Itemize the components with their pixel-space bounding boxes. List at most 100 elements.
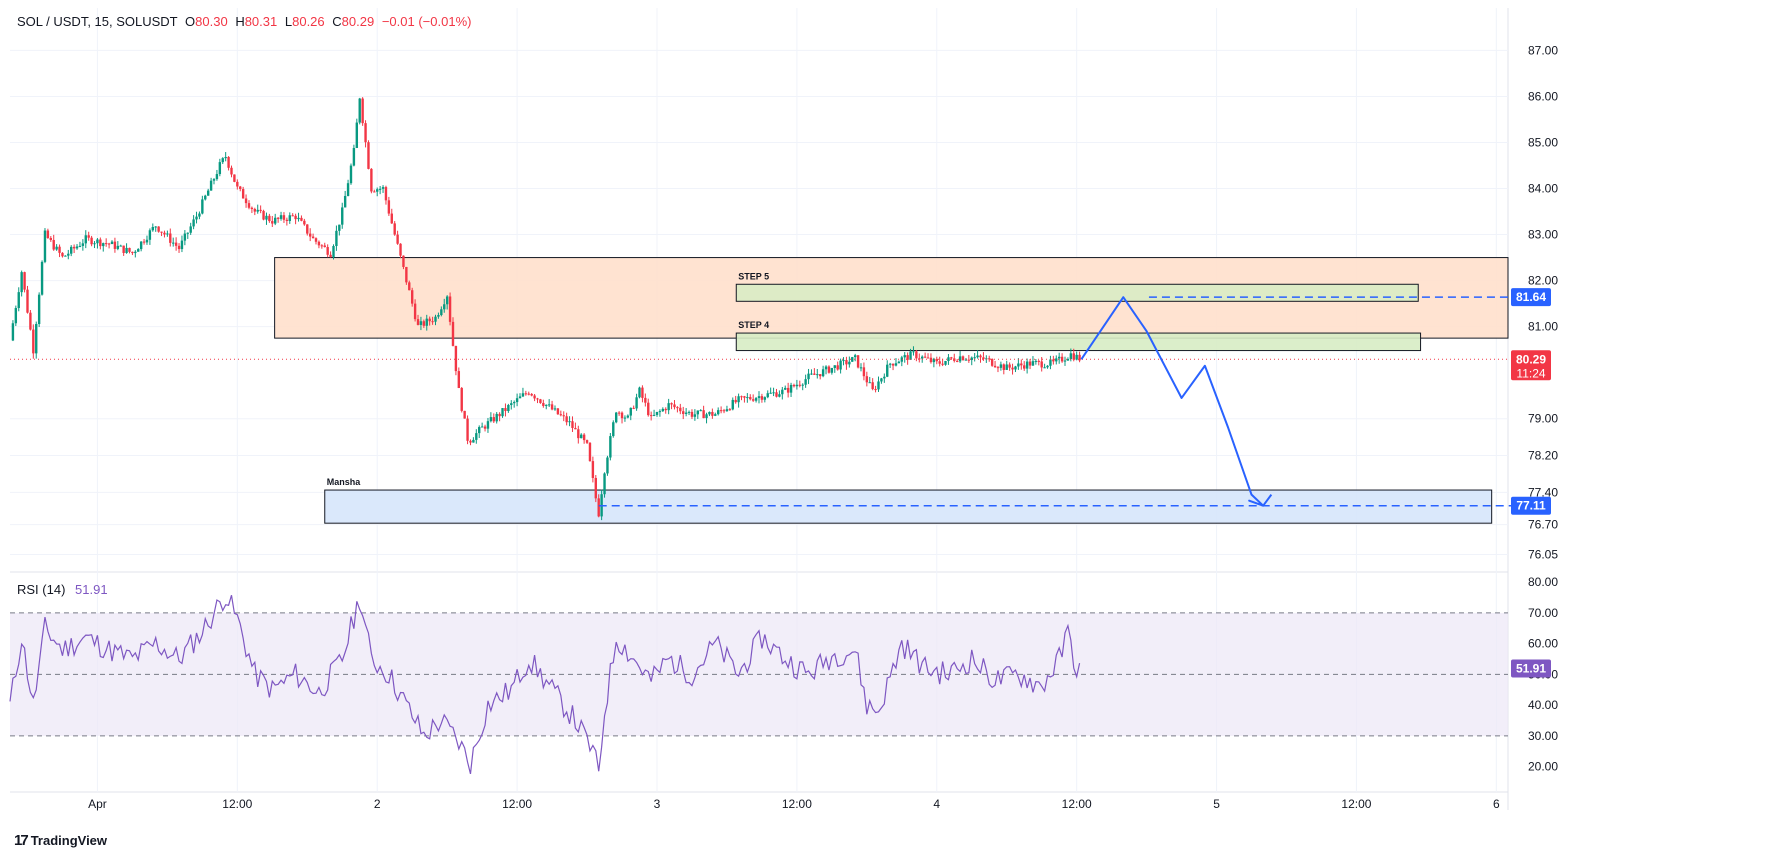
candle[interactable] — [649, 411, 653, 421]
candle[interactable] — [655, 411, 659, 417]
candle[interactable] — [562, 411, 565, 422]
candle[interactable] — [705, 412, 708, 424]
candle[interactable] — [142, 238, 146, 245]
candle[interactable] — [361, 97, 364, 126]
rsi-line[interactable] — [9, 594, 1081, 775]
candle[interactable] — [888, 362, 892, 368]
candle[interactable] — [84, 230, 87, 249]
candle[interactable] — [582, 433, 586, 444]
candle[interactable] — [172, 237, 175, 247]
candle[interactable] — [778, 390, 781, 398]
candle[interactable] — [807, 368, 810, 385]
candle[interactable] — [874, 385, 877, 393]
candle[interactable] — [294, 213, 297, 225]
candle[interactable] — [789, 382, 793, 397]
candle[interactable] — [17, 287, 20, 312]
candle[interactable] — [370, 168, 373, 194]
candle[interactable] — [107, 242, 111, 249]
candle[interactable] — [32, 324, 35, 359]
candle[interactable] — [274, 213, 277, 226]
candle[interactable] — [923, 352, 927, 359]
candle[interactable] — [903, 352, 906, 363]
candle[interactable] — [743, 395, 746, 403]
candle[interactable] — [131, 251, 134, 256]
candle[interactable] — [259, 205, 262, 214]
candle[interactable] — [824, 365, 828, 375]
candle[interactable] — [64, 255, 67, 257]
candle[interactable] — [550, 400, 554, 411]
candle[interactable] — [699, 409, 702, 412]
candle[interactable] — [192, 215, 195, 230]
candle[interactable] — [492, 413, 495, 424]
candle[interactable] — [953, 353, 956, 363]
candle[interactable] — [798, 380, 802, 388]
candle[interactable] — [641, 385, 644, 403]
candle[interactable] — [52, 234, 55, 251]
candle[interactable] — [408, 280, 411, 291]
candle[interactable] — [352, 144, 356, 167]
candle[interactable] — [475, 429, 478, 444]
projection-path[interactable] — [1080, 296, 1273, 507]
candle[interactable] — [853, 353, 857, 362]
candle[interactable] — [958, 350, 962, 363]
candle[interactable] — [177, 243, 181, 253]
candle[interactable] — [201, 195, 204, 215]
candle[interactable] — [909, 348, 912, 360]
candle[interactable] — [1031, 356, 1035, 367]
candle[interactable] — [839, 358, 842, 374]
candle[interactable] — [772, 387, 775, 397]
candle[interactable] — [967, 354, 971, 363]
candle[interactable] — [122, 245, 125, 256]
candle[interactable] — [99, 237, 102, 250]
candle[interactable] — [746, 393, 749, 403]
candle[interactable] — [644, 393, 647, 407]
candle[interactable] — [950, 356, 953, 360]
candle[interactable] — [515, 393, 519, 407]
candle[interactable] — [451, 317, 455, 347]
candle[interactable] — [43, 228, 47, 264]
candle[interactable] — [1014, 365, 1017, 373]
candle[interactable] — [291, 213, 294, 217]
candle[interactable] — [647, 398, 650, 417]
candle[interactable] — [865, 371, 869, 387]
candle[interactable] — [480, 422, 484, 428]
step-5-zone[interactable] — [735, 283, 1419, 302]
candle[interactable] — [306, 224, 309, 236]
candle[interactable] — [311, 233, 315, 239]
candle[interactable] — [600, 489, 603, 521]
candle[interactable] — [690, 409, 694, 420]
candle[interactable] — [722, 408, 726, 414]
candle[interactable] — [1078, 351, 1081, 363]
candle[interactable] — [96, 238, 99, 249]
candle[interactable] — [87, 231, 90, 241]
candle[interactable] — [970, 356, 973, 366]
candle[interactable] — [842, 357, 845, 366]
candle[interactable] — [591, 456, 595, 483]
candle[interactable] — [982, 352, 985, 361]
candle[interactable] — [137, 248, 140, 252]
candle[interactable] — [215, 169, 219, 181]
candle[interactable] — [961, 355, 965, 361]
candle[interactable] — [711, 408, 714, 419]
candle[interactable] — [180, 235, 184, 253]
candle[interactable] — [349, 163, 353, 185]
candle[interactable] — [116, 241, 120, 251]
candle[interactable] — [440, 306, 443, 317]
candle[interactable] — [848, 356, 851, 368]
candle[interactable] — [416, 314, 420, 326]
candle[interactable] — [390, 208, 393, 224]
candle[interactable] — [445, 295, 449, 310]
candle[interactable] — [209, 177, 213, 191]
candle[interactable] — [918, 353, 921, 363]
candle[interactable] — [731, 397, 734, 411]
candle[interactable] — [454, 345, 458, 376]
candle[interactable] — [224, 152, 227, 162]
candle[interactable] — [93, 241, 96, 249]
candle[interactable] — [268, 213, 271, 223]
candle[interactable] — [195, 211, 198, 224]
candle[interactable] — [154, 226, 157, 232]
candle[interactable] — [367, 140, 370, 170]
candle[interactable] — [795, 379, 799, 390]
candle[interactable] — [556, 408, 560, 415]
candle[interactable] — [664, 407, 667, 414]
